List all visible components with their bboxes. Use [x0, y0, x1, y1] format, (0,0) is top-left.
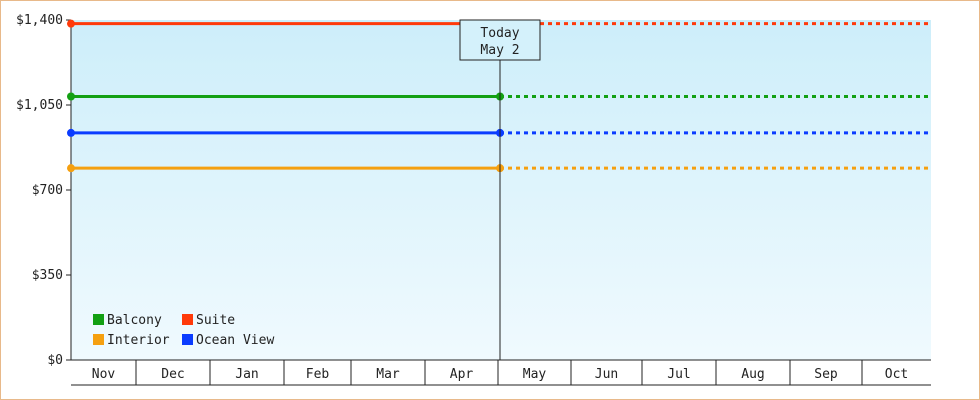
month-label-dec: Dec — [161, 367, 184, 382]
y-tick-label: $1,400 — [16, 13, 63, 28]
x-axis: Nov Dec Jan Feb Mar Apr May Jun Jul Aug Sep Oct — [71, 359, 931, 386]
month-label-jul: Jul — [667, 367, 690, 382]
y-axis: $0 $350 $700 $1,050 $1,400 — [16, 13, 72, 368]
plot-background — [71, 20, 931, 360]
today-label: Today — [480, 26, 519, 41]
legend-swatch-ocean-view — [182, 334, 193, 345]
series-point-start-interior — [67, 164, 75, 173]
month-label-apr: Apr — [450, 367, 474, 382]
month-label-aug: Aug — [741, 367, 764, 382]
legend-swatch-suite — [182, 314, 193, 325]
legend-label-suite: Suite — [196, 313, 235, 328]
y-tick-label: $700 — [32, 183, 63, 198]
month-label-jan: Jan — [235, 367, 258, 382]
legend-label-balcony: Balcony — [107, 313, 162, 328]
month-label-sep: Sep — [814, 367, 838, 382]
today-marker: Today May 2 — [459, 19, 541, 360]
series-layer — [67, 19, 931, 173]
legend-swatch-interior — [93, 334, 104, 345]
legend-label-ocean-view: Ocean View — [196, 333, 274, 348]
month-label-oct: Oct — [885, 367, 908, 382]
y-tick-label: $0 — [47, 353, 63, 368]
month-label-feb: Feb — [306, 367, 330, 382]
series-point-start-ocean-view — [67, 128, 75, 137]
legend-label-interior: Interior — [107, 333, 170, 348]
today-box — [459, 19, 541, 61]
month-label-mar: Mar — [376, 367, 400, 382]
series-point-start-suite — [67, 19, 75, 28]
month-label-nov: Nov — [92, 367, 116, 382]
y-tick-label: $350 — [32, 268, 63, 283]
legend-swatch-balcony — [93, 314, 104, 325]
month-label-may: May — [523, 367, 547, 382]
month-label-jun: Jun — [595, 367, 618, 382]
legend: Balcony Suite Interior Ocean View — [93, 313, 274, 348]
series-point-start-balcony — [67, 92, 75, 101]
y-tick-label: $1,050 — [16, 98, 63, 113]
today-date: May 2 — [480, 43, 519, 58]
